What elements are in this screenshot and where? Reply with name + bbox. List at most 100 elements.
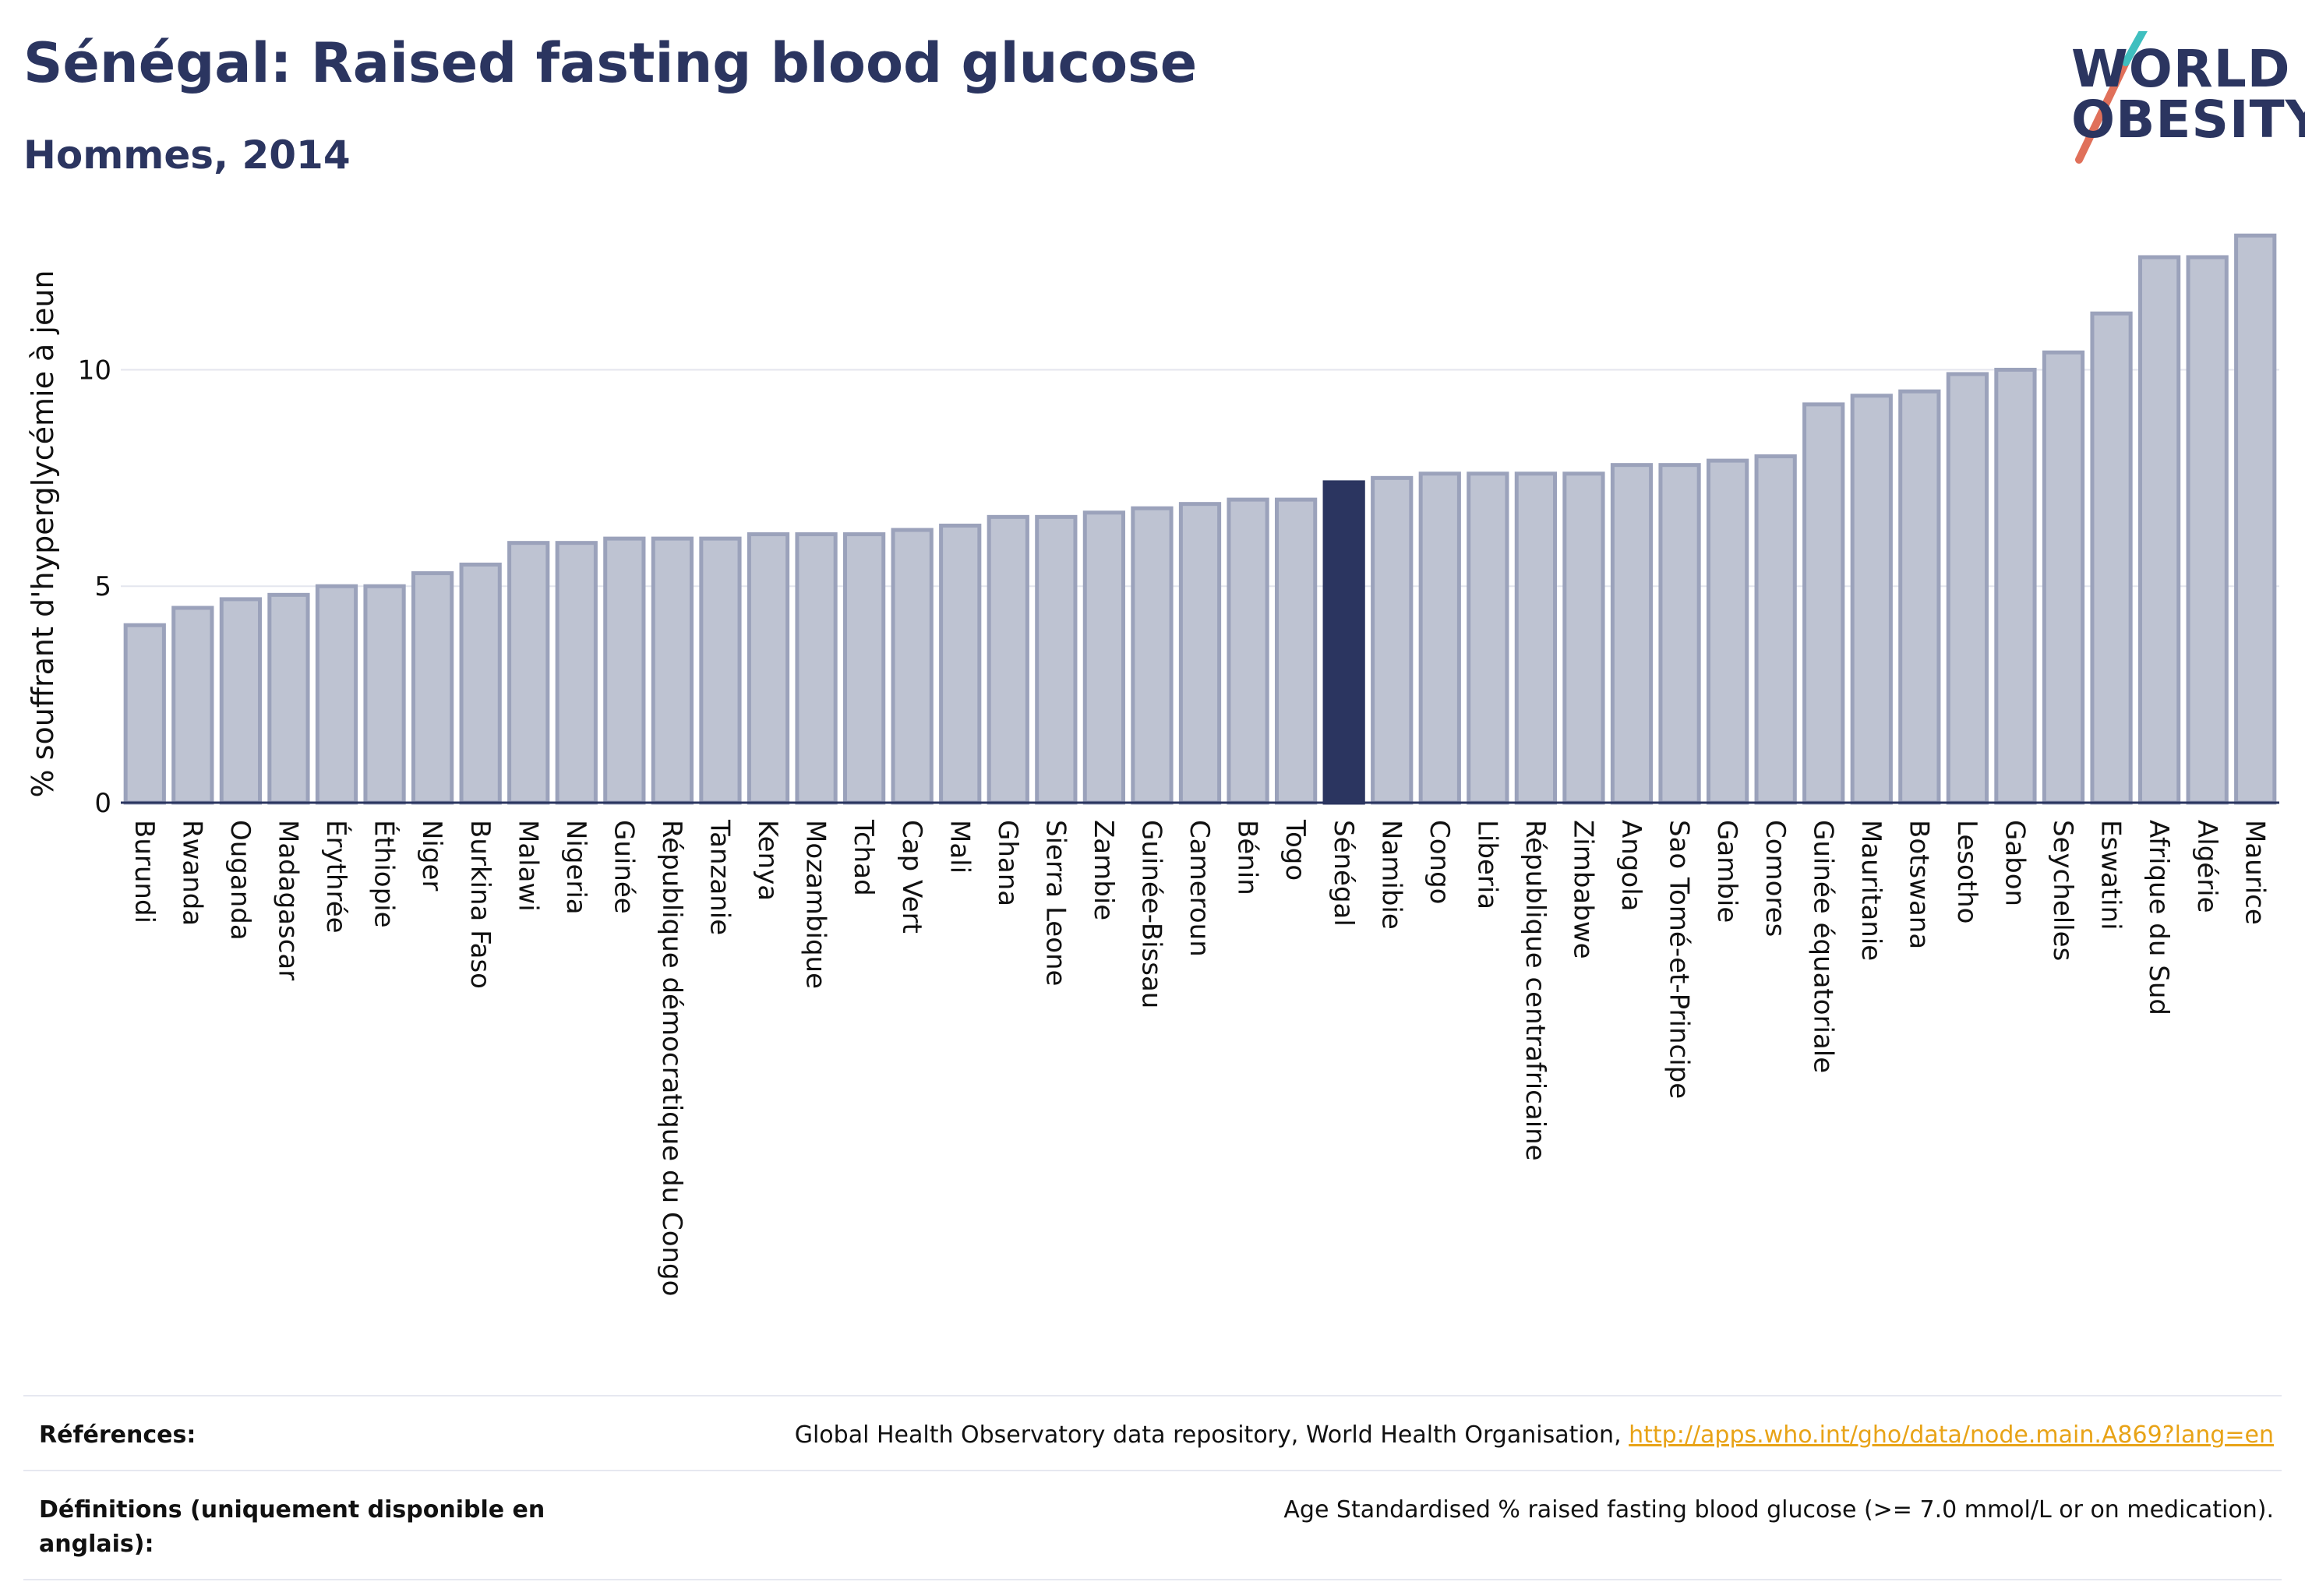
bar-Érythrée[interactable] — [315, 584, 358, 805]
bar-Mauritanie[interactable] — [1850, 394, 1893, 805]
references-label: Références: — [39, 1421, 196, 1449]
x-tick-label: Érythrée — [320, 820, 352, 934]
x-tick-label: Ghana — [992, 820, 1023, 906]
x-tick-label: Niger — [416, 820, 447, 891]
definitions-value: Age Standardised % raised fasting blood … — [1283, 1496, 2274, 1524]
y-axis-label: % souffrant d'hyperglycémie à jeun — [26, 270, 60, 797]
definitions-row: Définitions (uniquement disponible en an… — [23, 1470, 2282, 1580]
bar-Ouganda[interactable] — [219, 597, 263, 805]
x-tick-label: Guinée équatoriale — [1807, 820, 1838, 1073]
bar-Niger[interactable] — [411, 571, 454, 805]
x-tick-label: République démocratique du Congo — [656, 820, 687, 1296]
world-obesity-logo: WORLD OBESITY — [2040, 31, 2305, 164]
x-tick-label: Zimbabwe — [1568, 820, 1599, 959]
bar-Botswana[interactable] — [1898, 389, 1941, 805]
bar-Tanzanie[interactable] — [699, 536, 742, 805]
bar-chart: 0 5 10 Burundi Rwanda Ouganda Madagascar Éryth… — [26, 233, 2279, 1296]
x-tick-label: Congo — [1424, 820, 1455, 904]
x-tick-label: Mauritanie — [1855, 820, 1887, 961]
bar-Zimbabwe[interactable] — [1562, 471, 1605, 805]
bar-Éthiopie[interactable] — [363, 584, 406, 805]
bar-Burkina Faso[interactable] — [459, 562, 502, 805]
y-tick-labels: 0 5 10 — [78, 355, 111, 819]
bar-Ghana[interactable] — [987, 514, 1029, 805]
bar-Angola[interactable] — [1610, 463, 1654, 805]
bar-Maurice[interactable] — [2234, 233, 2277, 805]
bar-Seychelles[interactable] — [2042, 350, 2085, 805]
bar-Mozambique[interactable] — [795, 532, 838, 805]
x-tick-label: Botswana — [1903, 820, 1934, 949]
x-tick-label: Togo — [1280, 819, 1311, 881]
bar-Guinée équatoriale[interactable] — [1802, 402, 1845, 805]
x-tick-label: Gabon — [2000, 820, 2031, 906]
bar-Zambie[interactable] — [1082, 510, 1126, 805]
bar-Tchad[interactable] — [842, 532, 886, 805]
x-tick-label: Angola — [1615, 820, 1647, 911]
bar-Kenya[interactable] — [747, 532, 790, 805]
logo-line1: WORLD — [2071, 39, 2291, 99]
bar-Liberia[interactable] — [1467, 471, 1509, 805]
chart-subtitle: Hommes, 2014 — [23, 132, 351, 178]
x-tick-label: Ouganda — [224, 820, 256, 941]
x-tick-label: Nigeria — [560, 820, 591, 915]
definitions-label: Définitions (uniquement disponible en an… — [39, 1496, 545, 1558]
references-value: Global Health Observatory data repositor… — [795, 1418, 2274, 1453]
x-tick-label: Bénin — [1232, 820, 1263, 895]
x-tick-label: Maurice — [2239, 820, 2270, 925]
bar-Burundi[interactable] — [123, 623, 166, 805]
bar-Comores[interactable] — [1754, 454, 1797, 805]
references-row: Références: Global Health Observatory da… — [23, 1395, 2282, 1470]
bar-Rwanda[interactable] — [171, 606, 214, 805]
x-tick-label: Cameroun — [1184, 820, 1215, 957]
x-tick-label: Sénégal — [1328, 820, 1359, 927]
x-tick-label: Guinée-Bissau — [1136, 820, 1167, 1008]
bar-Guinée[interactable] — [603, 536, 646, 805]
bar-Sierra Leone[interactable] — [1035, 514, 1078, 805]
bar-Gambie[interactable] — [1706, 458, 1749, 805]
x-tick-label: Gambie — [1711, 820, 1742, 923]
x-tick-label: Liberia — [1471, 820, 1502, 909]
bar-Afrique du Sud[interactable] — [2137, 255, 2181, 805]
bar-Mali[interactable] — [939, 523, 982, 805]
chart-title: Sénégal: Raised fasting blood glucose — [23, 31, 1198, 95]
x-tick-label: République centrafricaine — [1520, 820, 1551, 1161]
x-tick-label: Zambie — [1088, 820, 1119, 920]
x-tick-label: Comores — [1760, 820, 1791, 937]
x-tick-label: Éthiopie — [369, 820, 401, 928]
x-tick-label: Seychelles — [2047, 820, 2078, 961]
references-link[interactable]: http://apps.who.int/gho/data/node.main.A… — [1629, 1421, 2274, 1449]
bar-Cameroun[interactable] — [1178, 502, 1222, 805]
bar-Guinée-Bissau[interactable] — [1131, 506, 1174, 805]
x-tick-label: Guinée — [608, 820, 639, 914]
x-tick-label: Burkina Faso — [464, 820, 496, 989]
bar-Lesotho[interactable] — [1946, 372, 1989, 805]
bar-Gabon[interactable] — [1994, 367, 2037, 805]
bar-Eswatini[interactable] — [2090, 311, 2133, 805]
x-tick-label: Malawi — [512, 820, 543, 912]
x-tick-label: Burundi — [129, 820, 160, 923]
logo-line2: OBESITY — [2071, 90, 2305, 150]
x-tick-label: Algérie — [2191, 820, 2222, 913]
bar-Cap Vert[interactable] — [891, 528, 934, 805]
bar-Sao Tomé-et-Principe[interactable] — [1658, 463, 1701, 805]
bar-Bénin[interactable] — [1227, 497, 1269, 805]
x-tick-label: Namibie — [1375, 820, 1407, 930]
bar-Nigeria[interactable] — [555, 541, 598, 805]
x-tick-label: Mozambique — [800, 820, 831, 989]
bar-Malawi[interactable] — [507, 541, 550, 805]
x-tick-label: Kenya — [752, 820, 783, 901]
bar-République centrafricaine[interactable] — [1514, 471, 1558, 805]
x-tick-label: Tchad — [848, 819, 879, 896]
bar-République démocratique du Congo[interactable] — [651, 536, 694, 805]
x-tick-labels: Burundi Rwanda Ouganda Madagascar Érythrée Ét… — [129, 819, 2270, 1296]
bar-Congo[interactable] — [1418, 471, 1461, 805]
bar-Togo[interactable] — [1274, 497, 1318, 805]
y-tick-label: 0 — [94, 788, 111, 819]
x-tick-label: Lesotho — [1951, 820, 1982, 923]
bar-Namibie[interactable] — [1371, 475, 1414, 805]
bar-Algérie[interactable] — [2186, 255, 2229, 805]
bar-Madagascar[interactable] — [267, 592, 310, 805]
x-tick-label: Mali — [944, 820, 975, 874]
bar-Sénégal[interactable] — [1322, 480, 1365, 805]
footer-table: Références: Global Health Observatory da… — [23, 1395, 2282, 1580]
